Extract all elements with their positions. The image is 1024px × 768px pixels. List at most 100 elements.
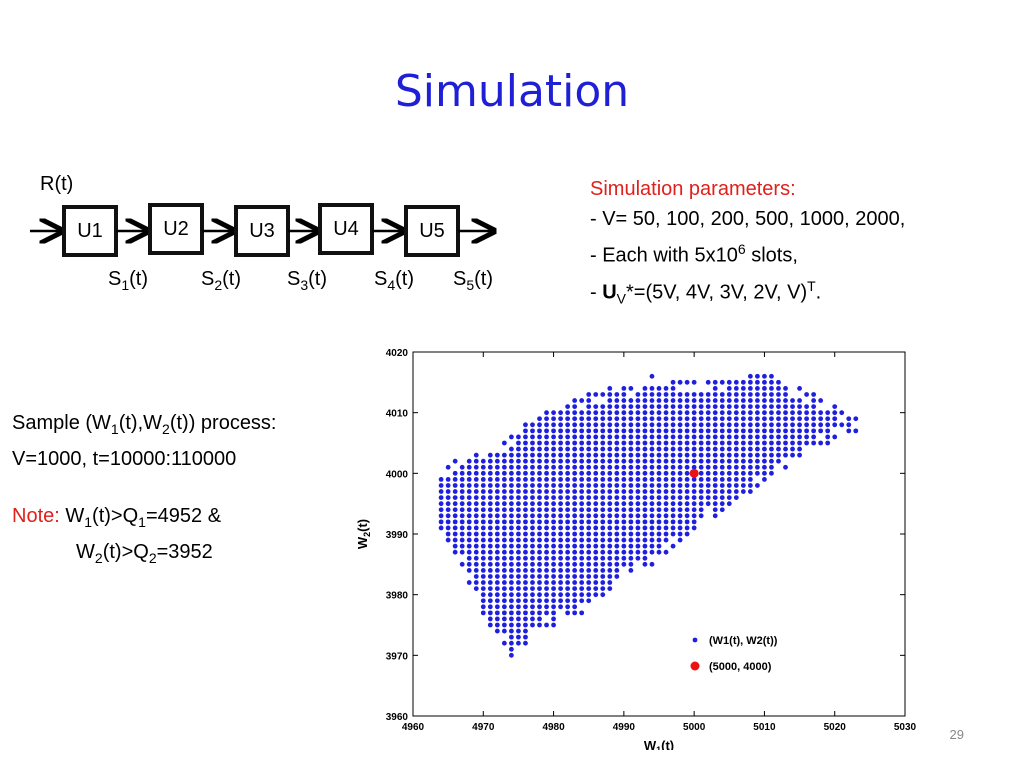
data-point — [614, 446, 620, 452]
data-point — [579, 574, 585, 579]
data-point — [544, 598, 549, 604]
data-point — [649, 507, 655, 513]
data-point — [593, 446, 599, 452]
data-point — [459, 464, 465, 470]
data-point — [677, 519, 683, 525]
data-point — [523, 513, 528, 519]
data-point — [712, 422, 718, 428]
data-point — [698, 489, 704, 494]
data-point — [501, 507, 507, 513]
data-point — [551, 568, 556, 573]
data-point — [614, 549, 620, 555]
data-point — [649, 537, 655, 543]
data-point — [459, 495, 465, 500]
data-point — [558, 489, 563, 494]
data-point — [621, 428, 627, 434]
data-point — [530, 507, 535, 513]
data-point — [473, 531, 479, 537]
data-point — [579, 543, 585, 549]
data-point — [473, 501, 479, 507]
data-point — [586, 428, 592, 434]
data-point — [825, 410, 831, 416]
data-point — [755, 373, 760, 379]
data-point — [480, 543, 486, 549]
data-point — [719, 501, 725, 507]
data-point — [530, 470, 535, 476]
data-point — [712, 416, 718, 422]
data-point — [466, 543, 472, 549]
data-point — [705, 489, 711, 494]
data-point — [656, 537, 662, 543]
data-point — [494, 525, 500, 531]
data-point — [769, 404, 774, 409]
data-point — [712, 464, 718, 470]
data-point — [530, 549, 535, 555]
data-point — [621, 495, 627, 500]
data-point — [523, 458, 528, 464]
data-point — [628, 386, 634, 391]
data-point — [593, 428, 599, 434]
data-point — [755, 392, 760, 397]
data-point — [530, 604, 535, 610]
data-point — [621, 561, 627, 567]
data-point — [466, 525, 472, 531]
data-point — [572, 531, 578, 537]
data-point — [677, 440, 683, 446]
data-point — [459, 549, 465, 555]
data-point — [712, 477, 718, 482]
data-point — [572, 537, 578, 543]
data-point — [769, 434, 774, 440]
data-point — [593, 543, 599, 549]
data-point — [579, 507, 585, 513]
data-point — [558, 519, 563, 525]
data-point — [537, 452, 542, 458]
data-point — [494, 531, 500, 537]
data-point — [537, 537, 542, 543]
data-point — [558, 543, 563, 549]
data-point — [621, 531, 627, 537]
data-point — [445, 483, 451, 488]
data-point — [607, 537, 613, 543]
data-point — [797, 428, 802, 434]
data-point — [712, 428, 718, 434]
data-point — [551, 616, 556, 622]
data-point — [628, 464, 634, 470]
data-point — [747, 379, 753, 385]
data-point — [572, 604, 578, 610]
data-point — [459, 513, 465, 519]
data-point — [635, 464, 641, 470]
data-point — [445, 464, 451, 470]
data-point — [790, 416, 795, 422]
data-point — [494, 604, 500, 610]
data-point — [473, 483, 479, 488]
data-point — [783, 452, 788, 458]
data-point — [642, 470, 648, 476]
data-point — [487, 543, 493, 549]
data-point — [551, 598, 556, 604]
data-point — [691, 483, 697, 488]
data-point — [628, 543, 634, 549]
data-point — [607, 561, 613, 567]
data-point — [677, 501, 683, 507]
data-point — [523, 483, 528, 488]
data-point — [783, 410, 788, 416]
data-point — [466, 464, 472, 470]
data-point — [558, 428, 563, 434]
data-point — [797, 422, 802, 428]
data-point — [790, 428, 795, 434]
data-point — [684, 470, 690, 476]
data-point — [509, 464, 514, 470]
data-point — [509, 458, 514, 464]
data-point — [572, 543, 578, 549]
data-point — [684, 398, 690, 403]
data-point — [494, 555, 500, 561]
data-point — [614, 531, 620, 537]
data-point — [712, 386, 718, 391]
data-point — [698, 392, 704, 397]
data-point — [487, 622, 493, 628]
data-point — [691, 446, 697, 452]
data-point — [663, 464, 669, 470]
data-point — [607, 422, 613, 428]
data-point — [565, 580, 571, 585]
data-point — [600, 568, 606, 573]
